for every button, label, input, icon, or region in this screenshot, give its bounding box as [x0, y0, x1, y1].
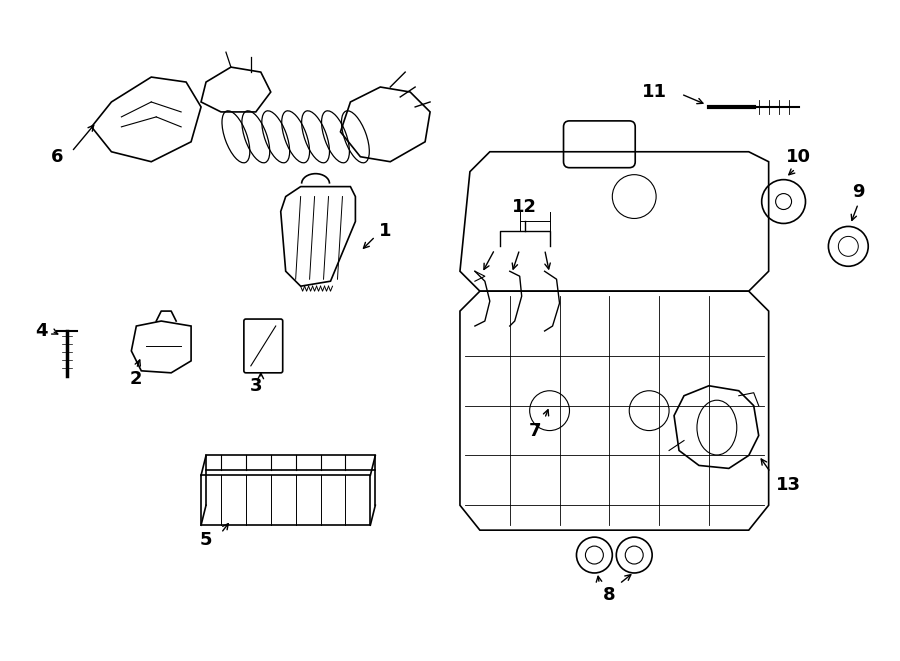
Text: 2: 2 [130, 369, 142, 388]
Text: 7: 7 [528, 422, 541, 440]
Text: 13: 13 [776, 477, 801, 494]
Text: 11: 11 [642, 83, 667, 101]
Text: 12: 12 [512, 198, 537, 215]
Text: 9: 9 [852, 182, 865, 200]
Text: 4: 4 [35, 322, 48, 340]
Text: 8: 8 [603, 586, 616, 604]
Text: 1: 1 [379, 222, 392, 241]
Text: 5: 5 [200, 531, 212, 549]
Text: 6: 6 [50, 147, 63, 166]
Text: 10: 10 [786, 147, 811, 166]
Text: 3: 3 [249, 377, 262, 395]
